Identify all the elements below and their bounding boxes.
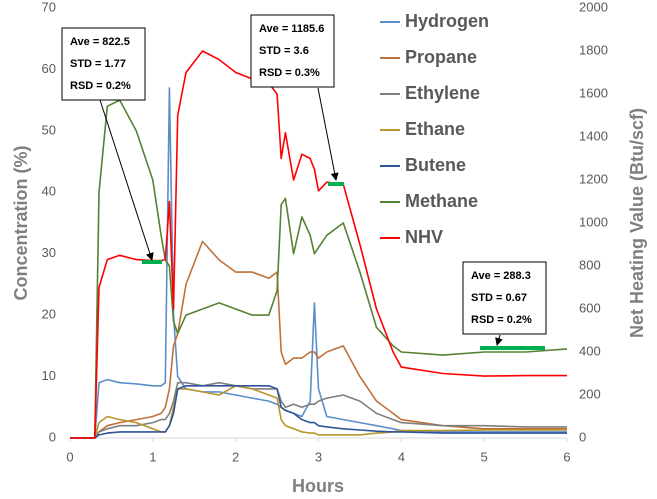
y2-axis-title: Net Heating Value (Btu/scf) xyxy=(627,108,647,338)
y2-tick-label: 1800 xyxy=(579,42,608,57)
x-tick-label: 4 xyxy=(398,449,405,464)
series-line xyxy=(70,385,567,439)
annotation-text: Ave = 822.5 xyxy=(70,36,130,48)
annotation-arrow xyxy=(317,87,339,181)
series-line xyxy=(70,385,567,439)
y2-tick-label: 0 xyxy=(579,429,586,444)
legend-label: Butene xyxy=(405,155,466,175)
y2-tick-label: 800 xyxy=(579,257,601,272)
x-tick-label: 2 xyxy=(232,449,239,464)
y2-tick-label: 1400 xyxy=(579,128,608,143)
y2-tick-label: 400 xyxy=(579,343,601,358)
legend-label: Propane xyxy=(405,47,477,67)
series-line xyxy=(70,99,568,439)
y-tick-label: 50 xyxy=(42,122,56,137)
legend-label: NHV xyxy=(405,227,443,247)
legend-label: Ethylene xyxy=(405,83,480,103)
annotation-arrow xyxy=(99,99,154,261)
annotation-text: Ave = 288.3 xyxy=(471,270,531,282)
annotation-text: STD = 1.77 xyxy=(70,58,126,70)
y2-tick-label: 1000 xyxy=(579,214,608,229)
x-axis-title: Hours xyxy=(292,476,344,496)
y2-tick-label: 600 xyxy=(579,300,601,315)
y-axis-title: Concentration (%) xyxy=(11,145,31,300)
annotation-text: Ave = 1185.6 xyxy=(259,23,324,35)
annotation-arrow xyxy=(495,334,503,346)
annotation-text: STD = 0.67 xyxy=(471,292,527,304)
series-line xyxy=(70,87,567,439)
y2-tick-label: 2000 xyxy=(579,0,608,14)
annotation-text: RSD = 0.2% xyxy=(471,314,532,326)
y-tick-label: 10 xyxy=(42,368,56,383)
y2-tick-label: 1200 xyxy=(579,171,608,186)
y-tick-label: 0 xyxy=(49,429,56,444)
annotation-box xyxy=(250,14,335,88)
legend-label: Ethane xyxy=(405,119,465,139)
y-tick-label: 30 xyxy=(42,245,56,260)
series-line xyxy=(70,240,567,439)
annotation-box xyxy=(462,261,547,335)
x-tick-label: 5 xyxy=(481,449,488,464)
x-tick-label: 3 xyxy=(315,449,322,464)
y-tick-label: 20 xyxy=(42,307,56,322)
annotation-text: STD = 3.6 xyxy=(259,45,309,57)
y2-tick-label: 1600 xyxy=(579,85,608,100)
x-tick-label: 6 xyxy=(563,449,570,464)
legend-label: Hydrogen xyxy=(405,11,489,31)
y-tick-label: 60 xyxy=(42,61,56,76)
y2-tick-label: 200 xyxy=(579,386,601,401)
y-tick-label: 40 xyxy=(42,184,56,199)
annotation-box xyxy=(61,27,146,101)
legend-label: Methane xyxy=(405,191,478,211)
x-tick-label: 1 xyxy=(149,449,156,464)
x-tick-label: 0 xyxy=(66,449,73,464)
annotation-text: RSD = 0.3% xyxy=(259,67,320,79)
y-tick-label: 70 xyxy=(42,0,56,14)
series-line xyxy=(70,381,567,439)
annotation-text: RSD = 0.2% xyxy=(70,80,131,92)
